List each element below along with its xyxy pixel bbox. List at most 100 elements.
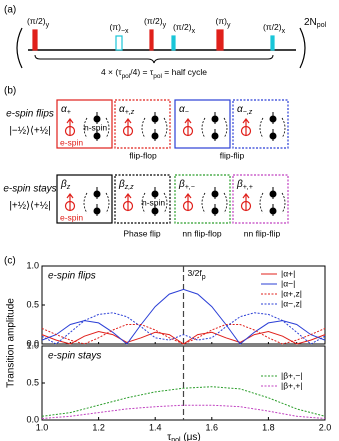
flip-arc — [223, 117, 228, 139]
box-label-sub: − — [185, 109, 189, 116]
flip-arc — [281, 192, 286, 214]
pulse-label-main: (π/2) — [27, 16, 46, 26]
x-axis-label-main: τ — [167, 432, 171, 441]
e-spin-arrowhead — [242, 193, 250, 199]
e-spin-arrowhead — [242, 118, 250, 124]
brace-text-sub: pol — [122, 73, 131, 80]
pulse-label-sub: y — [46, 22, 50, 29]
pulse-label: (π/2)x — [173, 22, 196, 35]
series-line — [41, 312, 326, 345]
e-spin-arrowhead — [184, 193, 192, 199]
box-caption: flip-flip — [220, 150, 245, 160]
transition-box — [174, 174, 231, 224]
pulse-label: (π/2)x — [263, 22, 286, 35]
box-label-sub: +,+ — [243, 184, 253, 191]
transition-box — [114, 99, 171, 149]
panel-label: (c) — [4, 256, 16, 267]
box-label: α−,z — [237, 104, 253, 116]
transition-box — [232, 174, 289, 224]
pulse-label-main: (π) — [215, 16, 227, 26]
pulse-label-main: (π/2) — [144, 16, 163, 26]
pulse-label-sub: −x — [121, 28, 129, 35]
box-label-sub: −,z — [243, 109, 253, 116]
box-caption: nn flip-flop — [182, 228, 221, 238]
series-line — [41, 324, 326, 345]
y-tick-label: 0.0 — [26, 414, 39, 424]
x-tick-label: 1.6 — [206, 422, 219, 432]
x-axis-label: τpol (μs) — [167, 432, 201, 441]
flip-arc — [105, 192, 110, 214]
box-label-main: α — [119, 104, 125, 115]
pulse-label: (π/2)y — [144, 16, 167, 29]
e-spin-arrowhead — [66, 193, 74, 199]
box-label-sub: +,z — [125, 109, 135, 116]
flip-arc — [105, 117, 110, 139]
series-line — [41, 330, 326, 345]
pulse-label-sub: x — [192, 28, 196, 35]
box-label-main: α — [237, 104, 243, 115]
panel-label: (b) — [4, 86, 16, 97]
flip-arc — [259, 192, 264, 214]
chart-title: e-spin flips — [48, 271, 96, 282]
box-label: β+,+ — [236, 179, 253, 191]
pulse — [149, 29, 154, 51]
legend-label: |α+| — [281, 268, 295, 278]
pulse-label: (π)y — [215, 16, 231, 29]
legend-label: |α−,z| — [281, 298, 302, 308]
brace-text: 4 × (τpol/4) = τpol = half cycle — [101, 67, 207, 79]
transition-box — [114, 174, 171, 224]
flip-arc — [223, 192, 228, 214]
legend-label: |β+,+| — [281, 380, 303, 390]
y-tick-label: 0.5 — [26, 299, 39, 309]
flip-arc — [83, 117, 88, 139]
x-tick-label: 1.0 — [36, 422, 49, 432]
transition-box — [56, 174, 113, 224]
repeat-label-main: 2N — [304, 17, 317, 28]
paren-left — [16, 27, 23, 69]
marker-label-main: 3/2f — [188, 268, 203, 278]
legend-label: |β+,−| — [281, 370, 303, 380]
box-label-main: β — [178, 179, 185, 190]
box-label: α+ — [61, 104, 71, 116]
n-spin-text: n-spin — [84, 122, 107, 132]
panel-a-static — [16, 27, 306, 69]
e-spin-arrowhead — [124, 193, 132, 199]
pulse-label-main: (π) — [109, 22, 121, 32]
y-tick-label: 0.5 — [26, 377, 39, 387]
legend-label: |α+,z| — [281, 288, 302, 298]
flip-arc — [201, 192, 206, 214]
pulse-label-main: (π/2) — [173, 22, 192, 32]
e-spin-text: e-spin — [60, 212, 83, 222]
row-operator: |+½⟩⟨+½| — [9, 201, 50, 212]
y-axis-label: Transition amplitude — [6, 298, 17, 388]
pulse-label-sub: y — [227, 22, 231, 29]
brace-text-part: 4 × (τ — [101, 67, 122, 77]
series-line — [41, 404, 326, 419]
row-title: e-spin flips — [6, 109, 54, 120]
flip-arc — [281, 117, 286, 139]
marker-label-sub: p — [202, 274, 206, 281]
e-spin-arrowhead — [66, 118, 74, 124]
chart-title: e-spin stays — [48, 351, 101, 362]
flip-arc — [163, 117, 168, 139]
x-tick-label: 1.4 — [149, 422, 162, 432]
pulse — [115, 35, 123, 51]
flip-arc — [259, 117, 264, 139]
brace — [34, 54, 274, 64]
flip-arc — [201, 117, 206, 139]
repeat-label-sub: pol — [317, 22, 327, 29]
box-label-sub: z — [66, 184, 71, 191]
box-label-main: β — [60, 179, 67, 190]
repeat-label: 2Npol — [304, 17, 327, 29]
pulse — [171, 35, 176, 51]
x-tick-label: 1.2 — [92, 422, 105, 432]
x-tick-label: 2.0 — [319, 422, 332, 432]
y-tick-label: 1.0 — [26, 340, 39, 350]
e-spin-text: e-spin — [60, 137, 83, 147]
box-label-sub: +,− — [185, 184, 195, 191]
x-tick-label: 1.8 — [262, 422, 275, 432]
box-label-main: β — [236, 179, 243, 190]
box-label-main: α — [61, 104, 67, 115]
pulse-label-sub: x — [282, 28, 286, 35]
